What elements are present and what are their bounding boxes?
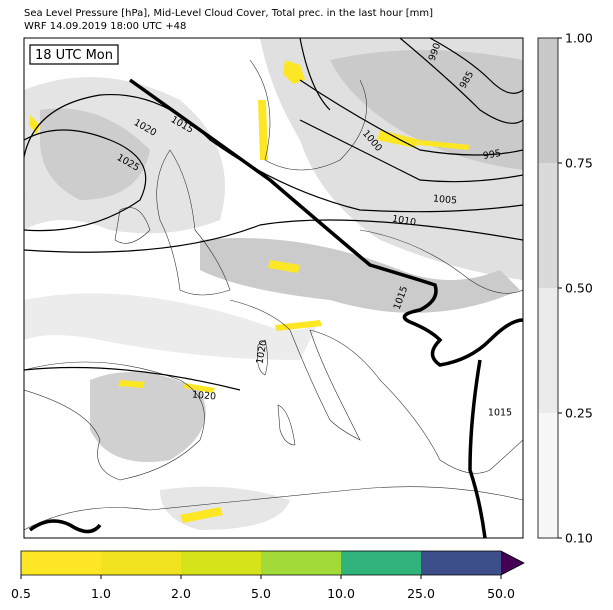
colorbar-tick-label: 1.00 <box>565 31 593 46</box>
contour-label: 1020 <box>254 339 269 365</box>
colorbar-band <box>261 551 341 575</box>
colorbar-tick-label: 0.10 <box>565 531 593 546</box>
colorbar-band <box>538 38 558 163</box>
colorbar-tick-label: 0.25 <box>565 406 593 421</box>
colorbar-frame <box>20 550 525 576</box>
contour-label: 1005 <box>432 193 457 206</box>
colorbar-band <box>101 551 181 575</box>
colorbar-tick-label: 10.0 <box>327 586 355 601</box>
colorbar-tick-label: 50.0 <box>487 586 515 601</box>
precip-colorbar: 0.5 1.0 2.0 5.0 10.0 25.0 50.0 <box>11 550 525 601</box>
colorbar-band <box>538 163 558 288</box>
time-label: 18 UTC Mon <box>35 48 113 63</box>
map-frame <box>23 37 524 539</box>
colorbar-tick-label: 0.5 <box>11 586 31 601</box>
cloud-colorbar: 0.10 0.25 0.50 0.75 1.00 <box>537 31 593 546</box>
contour-label: 1020 <box>191 389 216 402</box>
colorbar-tick-label: 0.75 <box>565 156 593 171</box>
title: Sea Level Pressure [hPa], Mid-Level Clou… <box>24 8 433 19</box>
colorbar-tick-label: 0.50 <box>565 281 593 296</box>
colorbar-band <box>181 551 261 575</box>
colorbar-tick-label: 1.0 <box>91 586 111 601</box>
colorbar-extend <box>501 551 524 575</box>
colorbar-band <box>421 551 501 575</box>
colorbar-tick-label: 5.0 <box>251 586 271 601</box>
colorbar-band <box>538 413 558 538</box>
contour-label: 1015 <box>488 408 512 419</box>
colorbar-tick-label: 2.0 <box>171 586 191 601</box>
map: 990 985 995 1000 1005 1010 1015 1020 102… <box>24 38 523 538</box>
colorbar-band <box>341 551 421 575</box>
contour-label: 1010 <box>391 213 417 228</box>
colorbar-band <box>538 288 558 413</box>
colorbar-tick-label: 25.0 <box>407 586 435 601</box>
subtitle: WRF 14.09.2019 18:00 UTC +48 <box>24 21 186 32</box>
contour-label: 995 <box>482 148 502 162</box>
colorbar-band <box>21 551 101 575</box>
